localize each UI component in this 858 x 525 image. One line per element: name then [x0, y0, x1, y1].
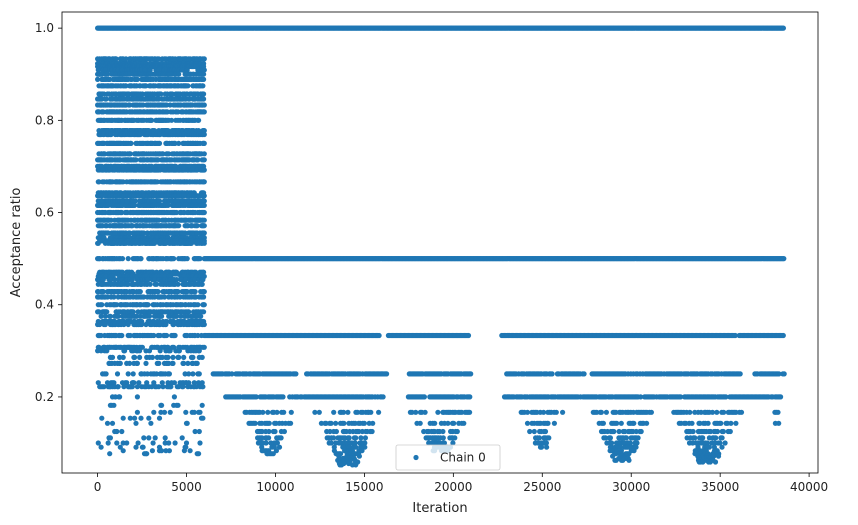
data-point	[201, 71, 207, 77]
data-point	[280, 394, 286, 400]
data-point	[201, 179, 207, 185]
data-point	[184, 256, 190, 262]
data-point	[465, 332, 472, 339]
data-point	[376, 332, 382, 339]
data-point	[780, 332, 786, 339]
data-point	[201, 76, 207, 82]
data-point	[201, 202, 207, 208]
data-point	[200, 83, 206, 89]
data-point	[201, 102, 207, 108]
data-point	[125, 256, 131, 262]
data-point	[197, 256, 203, 262]
data-point	[293, 371, 299, 377]
data-point	[781, 371, 787, 377]
data-point	[138, 256, 144, 262]
data-point	[201, 193, 207, 199]
data-point	[201, 209, 207, 216]
data-point	[171, 256, 177, 262]
data-point	[380, 394, 386, 400]
data-point	[468, 371, 474, 377]
data-point	[185, 83, 191, 89]
data-point	[778, 394, 784, 400]
data-point	[201, 217, 207, 223]
data-point	[421, 394, 427, 400]
data-point	[549, 371, 555, 377]
data-point	[201, 140, 207, 146]
data-point	[201, 167, 207, 173]
data-point	[201, 91, 207, 97]
data-point	[201, 223, 207, 229]
data-point	[156, 140, 163, 146]
data-point	[581, 371, 587, 377]
data-point	[196, 117, 202, 123]
data-point	[201, 230, 207, 236]
data-point	[781, 256, 787, 262]
data-point	[201, 157, 207, 163]
data-point	[201, 96, 207, 102]
data-point	[176, 223, 182, 229]
data-point	[201, 151, 207, 157]
data-point	[128, 140, 134, 146]
data-point	[467, 394, 473, 400]
data-point	[95, 240, 101, 246]
data-point	[737, 371, 743, 377]
data-point	[201, 131, 207, 138]
data-point	[201, 56, 207, 62]
data-point	[188, 240, 195, 246]
data-point	[201, 109, 207, 115]
data-point	[384, 371, 390, 377]
data-point	[780, 25, 787, 31]
data-point	[151, 240, 158, 246]
data-point	[119, 256, 126, 262]
data-point	[176, 71, 182, 77]
scatter-points	[95, 25, 787, 468]
data-point	[201, 240, 207, 246]
